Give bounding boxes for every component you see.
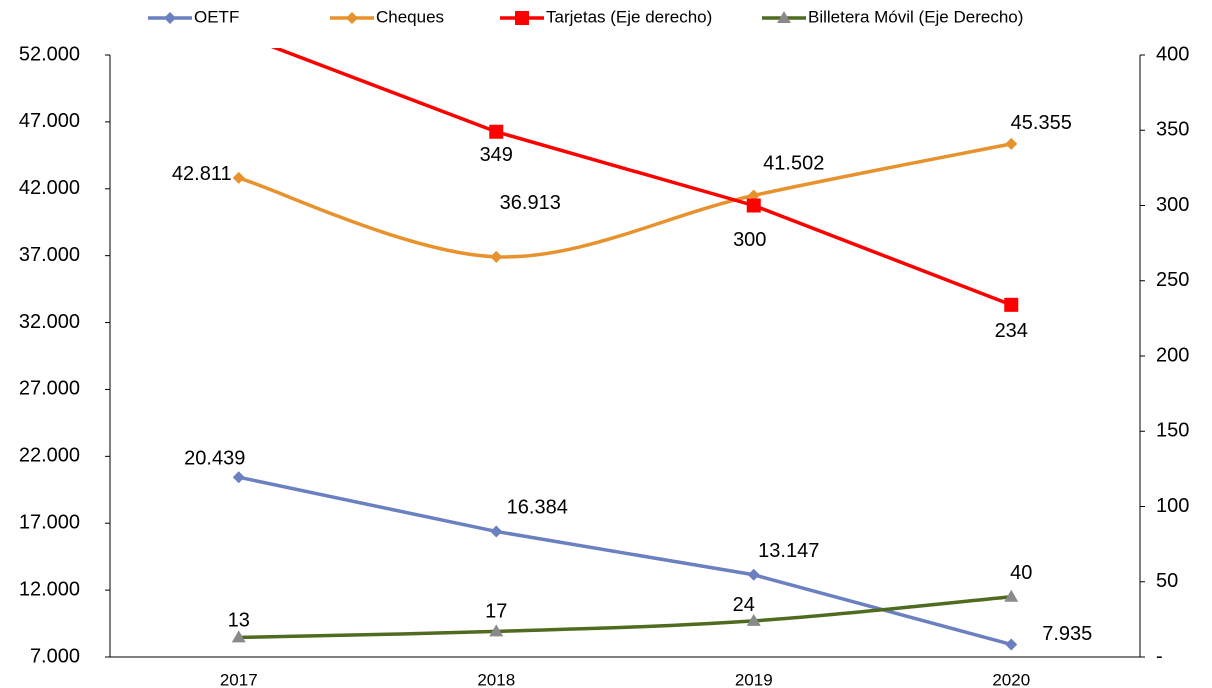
data-label: 13.147 (758, 540, 819, 562)
marker (747, 189, 760, 202)
legend-label: OETF (194, 7, 239, 26)
data-label: 349 (480, 144, 513, 166)
data-label: 17 (485, 601, 507, 623)
marker (232, 27, 246, 41)
data-label: 7.935 (1042, 623, 1092, 645)
series-line (238, 142, 1012, 259)
y2-tick-label: 50 (1156, 570, 1178, 592)
data-label: 24 (733, 594, 755, 616)
y2-tick-label: 100 (1156, 495, 1189, 517)
marker (746, 198, 761, 213)
y-tick-label: 37.000 (19, 244, 80, 266)
marker (490, 525, 503, 538)
marker (346, 12, 358, 24)
y-tick-label: 52.000 (19, 43, 80, 65)
y-tick-label: 27.000 (19, 378, 80, 400)
data-label: 16.384 (507, 497, 568, 519)
data-label: 45.355 (1011, 112, 1072, 134)
y-tick-label: 22.000 (19, 445, 80, 467)
marker (164, 12, 176, 24)
series-line (238, 475, 1012, 647)
data-label: 20.439 (184, 447, 245, 469)
marker (232, 171, 245, 184)
y-tick-label: 7.000 (30, 645, 80, 667)
y-tick-label: 17.000 (19, 512, 80, 534)
marker (232, 471, 245, 484)
y2-tick-label: 400 (1156, 43, 1189, 65)
y-tick-label: 42.000 (19, 177, 80, 199)
data-label: 41.502 (763, 153, 824, 175)
marker (1004, 297, 1019, 312)
marker (231, 630, 246, 643)
y2-tick-label: 300 (1156, 194, 1189, 216)
x-tick-label: 2020 (992, 670, 1030, 688)
series-line (270, 48, 1012, 307)
marker (746, 613, 761, 626)
x-tick-label: 2018 (477, 670, 515, 688)
data-label: 40 (1010, 562, 1032, 584)
marker (777, 11, 791, 23)
y2-tick-label: 250 (1156, 269, 1189, 291)
data-label: 42.811 (172, 163, 232, 185)
data-label: 234 (995, 320, 1028, 342)
marker (489, 624, 504, 637)
y2-tick-label: 350 (1156, 119, 1189, 141)
x-tick-label: 2017 (220, 670, 258, 688)
y2-tick-label: 200 (1156, 344, 1189, 366)
marker (1005, 137, 1018, 150)
y-tick-label: 12.000 (19, 578, 80, 600)
y-tick-label: 32.000 (19, 311, 80, 333)
plot-area (231, 27, 1019, 651)
marker (515, 11, 529, 25)
marker (1004, 589, 1019, 602)
y-tick-label: 47.000 (19, 110, 80, 132)
data-label: 13 (228, 610, 250, 632)
data-label: 300 (733, 229, 766, 251)
y2-tick-label: 150 (1156, 420, 1189, 442)
y2-tick-label: - (1156, 645, 1163, 667)
marker (747, 568, 760, 581)
legend-label: Tarjetas (Eje derecho) (546, 7, 712, 26)
data-label: 36.913 (500, 192, 561, 214)
marker (489, 124, 504, 139)
marker (1005, 638, 1018, 651)
series-line (238, 595, 1012, 640)
legend-label: Billetera Móvil (Eje Derecho) (808, 7, 1023, 26)
x-tick-label: 2019 (735, 670, 773, 688)
legend-label: Cheques (376, 7, 444, 26)
marker (490, 250, 503, 263)
